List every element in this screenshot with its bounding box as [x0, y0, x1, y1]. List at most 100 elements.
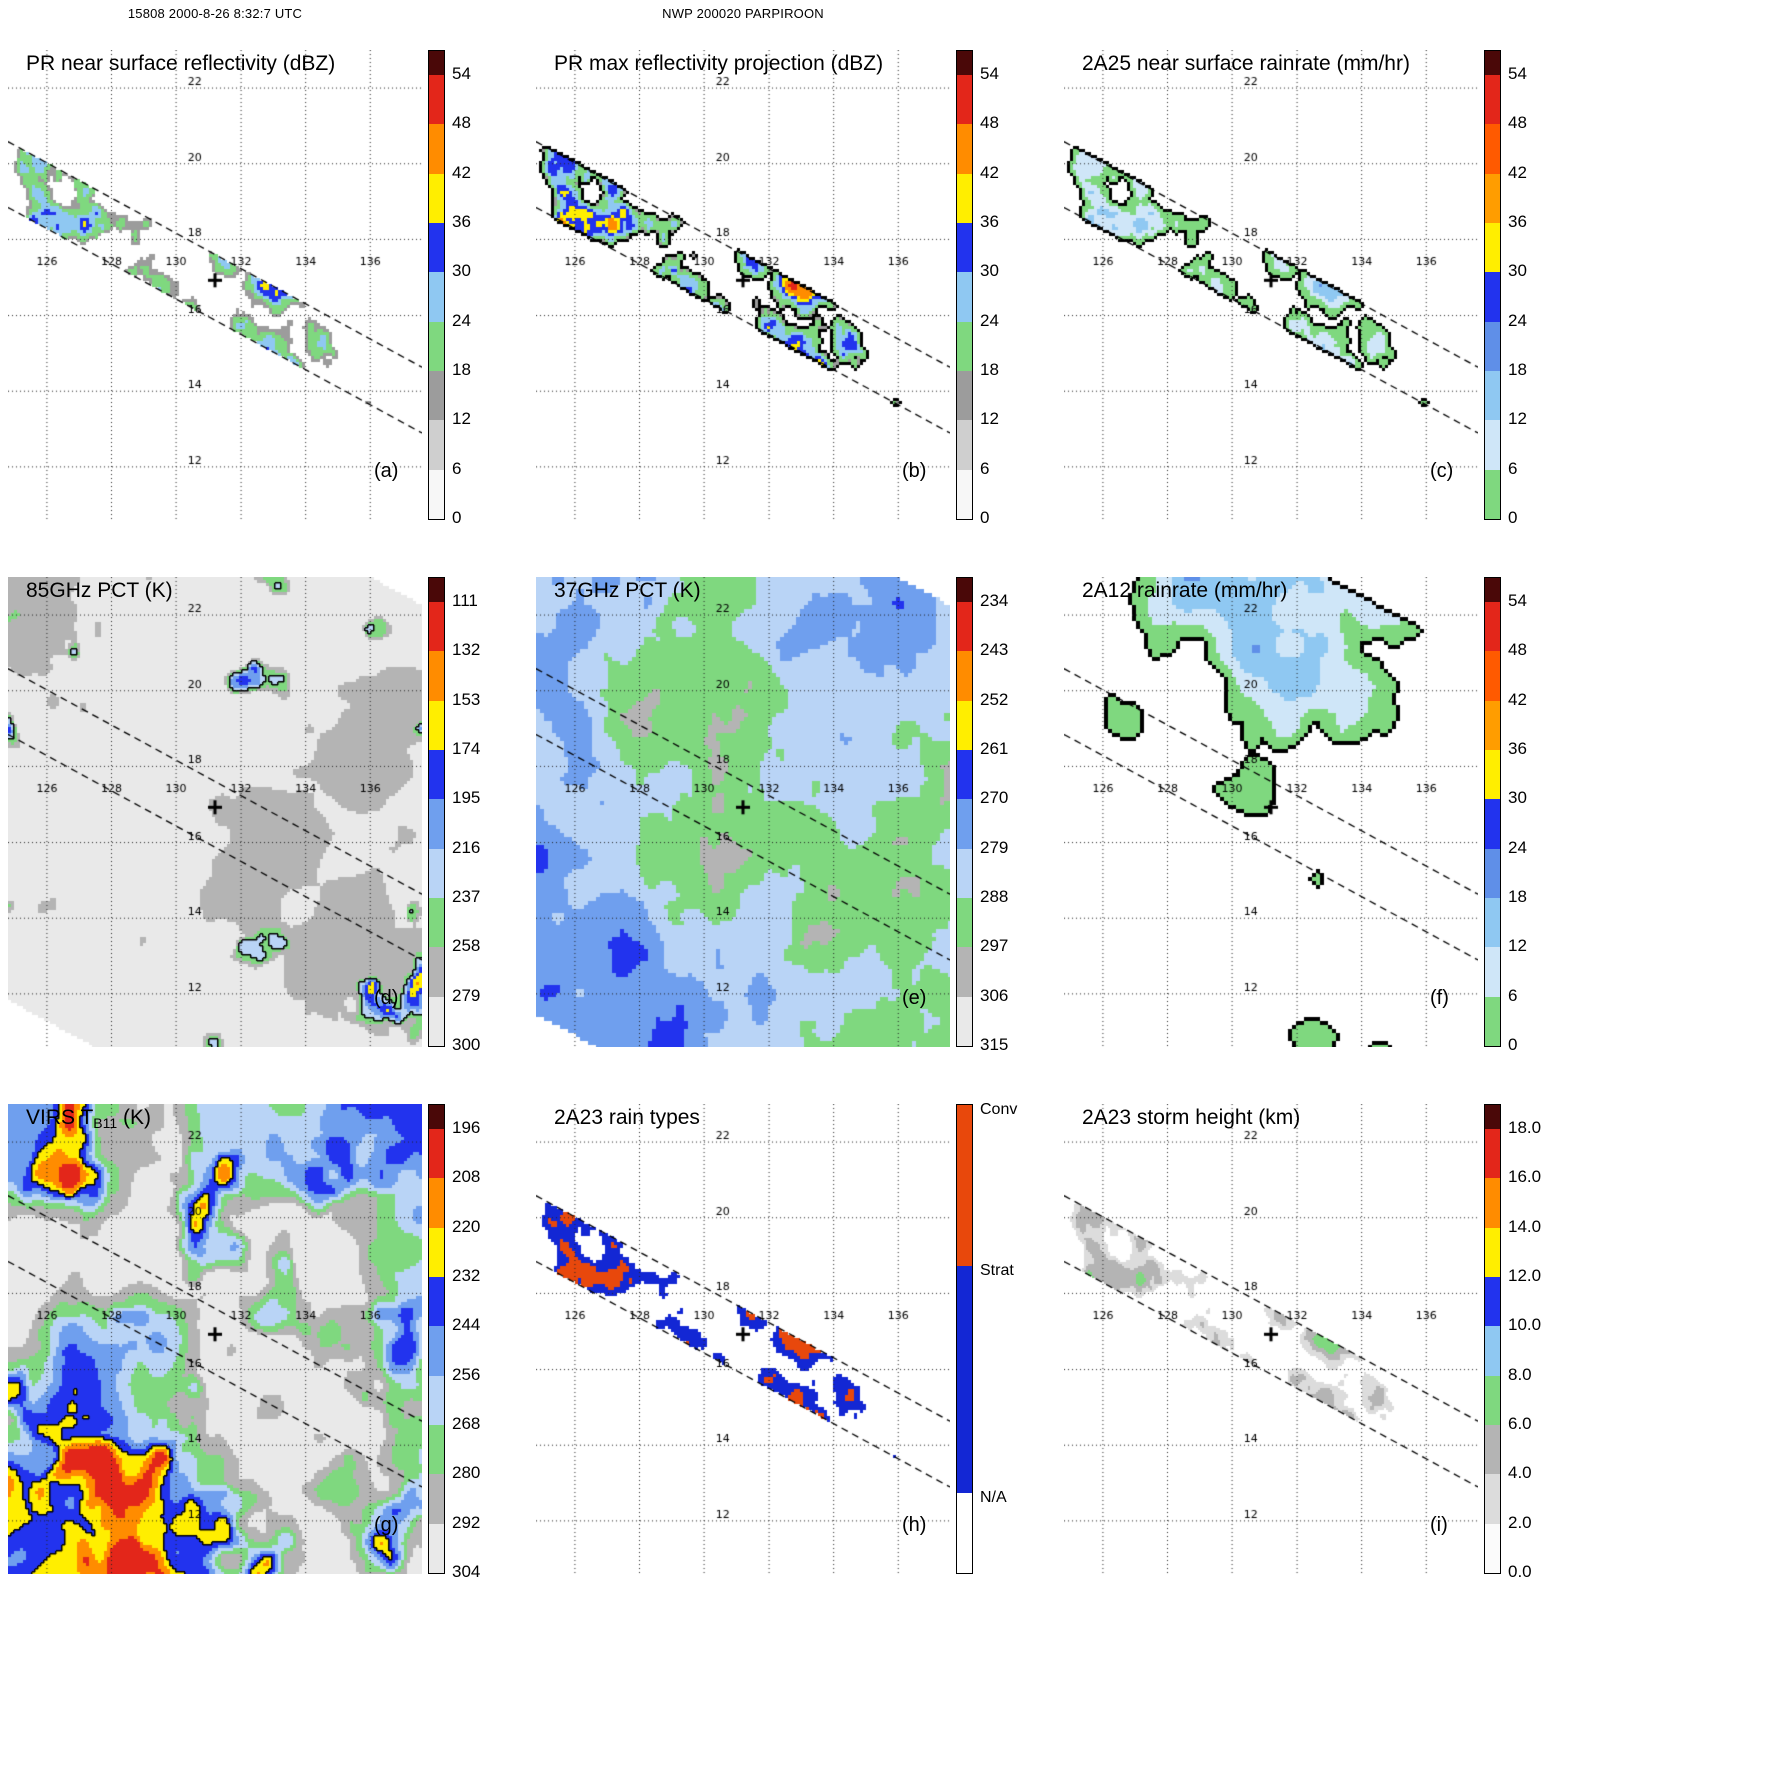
colorbar-tick-label: 24 — [452, 310, 471, 330]
colorbar-segment — [1485, 420, 1500, 470]
colorbar-tick-label: 243 — [980, 640, 1009, 660]
panel-b-letter: (b) — [902, 460, 927, 482]
colorbar-tick-label: 48 — [1508, 640, 1527, 660]
colorbar-segment — [1485, 1129, 1500, 1179]
panel-a-title-text: PR near surface reflectivity (dBZ) — [26, 52, 336, 75]
panel-b-pr-max-reflectivity: PR max reflectivity projection (dBZ) (b)… — [528, 22, 1056, 549]
colorbar-tick-label: 18.0 — [1508, 1118, 1542, 1137]
colorbar-segment — [957, 222, 972, 273]
colorbar-segment — [1485, 749, 1500, 800]
colorbar-tick-label: 12 — [452, 409, 471, 429]
colorbar-cap-segment — [429, 1105, 444, 1129]
colorbar-tick-label: 6 — [452, 458, 462, 478]
colorbar-segment — [429, 602, 444, 652]
panel-c-colorbar-labels: 54 48 42 36 30 24 18 12 6 0 — [1508, 50, 1584, 527]
map-canvas-f — [1064, 577, 1478, 1047]
colorbar-tick-label: 220 — [452, 1216, 481, 1236]
colorbar-segment — [1485, 75, 1500, 125]
colorbar-segment — [429, 1424, 444, 1475]
panel-f-2a12-rainrate: 2A12 rainrate (mm/hr) (f) 54 48 42 36 30 24 18… — [1056, 549, 1584, 1076]
colorbar-segment — [1485, 1178, 1500, 1228]
colorbar-segment — [429, 947, 444, 997]
colorbar-tick-label: 12 — [980, 409, 999, 429]
panel-g-letter: (g) — [374, 1514, 399, 1536]
panel-f-colorbar-labels: 54 48 42 36 30 24 18 12 6 0 — [1508, 577, 1584, 1054]
panel-d-letter: (d) — [374, 987, 399, 1009]
colorbar-segment — [1485, 1227, 1500, 1277]
colorbar-segment — [1485, 947, 1500, 997]
colorbar-segment — [1485, 370, 1500, 421]
map-canvas-b — [536, 50, 950, 520]
colorbar-segment — [1485, 1375, 1500, 1425]
colorbar-segment — [957, 651, 972, 701]
panel-i-title: 2A23 storm height (km) — [1082, 1106, 1300, 1131]
map-canvas-g — [8, 1104, 422, 1574]
panel-g-title-units: (K) — [117, 1106, 151, 1129]
colorbar-segment — [429, 272, 444, 322]
colorbar-segment — [957, 124, 972, 174]
colorbar-tick-label: 54 — [1508, 591, 1527, 610]
colorbar-segment — [957, 602, 972, 652]
colorbar-segment — [1485, 321, 1500, 371]
colorbar-tick-label: 232 — [452, 1266, 481, 1285]
colorbar-tick-label: 36 — [980, 212, 999, 231]
map-canvas-h — [536, 1104, 950, 1574]
colorbar-segment — [429, 1326, 444, 1376]
colorbar-tick-label: 30 — [452, 261, 471, 281]
colorbar-segment — [1485, 848, 1500, 898]
colorbar-tick-label: 16.0 — [1508, 1167, 1542, 1187]
colorbar-segment — [1485, 272, 1500, 322]
colorbar-segment — [1485, 1424, 1500, 1475]
colorbar-tick-label: 292 — [452, 1512, 481, 1532]
panel-d-colorbar — [428, 577, 445, 1047]
panel-e-colorbar-labels: 234 243 252 261 270 279 288 297 306 315 — [980, 577, 1056, 1054]
panel-i-colorbar-labels: 18.0 16.0 14.0 12.0 10.0 8.0 6.0 4.0 2.0 0.0 — [1508, 1104, 1584, 1581]
colorbar-segment — [1485, 1326, 1500, 1376]
panel-b-title-text: PR max reflectivity projection (dBZ) — [554, 52, 884, 75]
colorbar-tick-label: 6 — [1508, 985, 1518, 1005]
colorbar-tick-label: 48 — [1508, 113, 1527, 133]
panel-h-letter: (h) — [902, 1514, 927, 1536]
colorbar-tick-label: 30 — [1508, 788, 1527, 808]
colorbar-cap-segment — [957, 51, 972, 75]
colorbar-cap-segment — [1485, 578, 1500, 602]
colorbar-segment — [1485, 1523, 1500, 1573]
colorbar-tick-label: 4.0 — [1508, 1463, 1532, 1483]
colorbar-tick-label: 18 — [452, 360, 471, 379]
panel-g-colorbar — [428, 1104, 445, 1574]
colorbar-tick-label: 270 — [980, 788, 1009, 808]
colorbar-segment — [1485, 651, 1500, 701]
panel-g-title-text: VIRS T — [26, 1106, 94, 1129]
panel-f-letter: (f) — [1430, 987, 1449, 1009]
panel-b-colorbar-labels: 54 48 42 36 30 24 18 12 6 0 — [980, 50, 1056, 527]
colorbar-segment — [429, 1474, 444, 1524]
panel-h-2a23-rain-types: 2A23 rain types (h) Conv Strat N/A — [528, 1076, 1056, 1603]
colorbar-tick-label: 54 — [1508, 64, 1527, 83]
panel-a-colorbar — [428, 50, 445, 520]
colorbar-segment — [1485, 173, 1500, 223]
colorbar-segment — [957, 321, 972, 371]
colorbar-segment — [429, 1178, 444, 1228]
colorbar-segment — [957, 173, 972, 223]
panel-e-title-text: 37GHz PCT (K) — [554, 579, 701, 602]
colorbar-tick-label: 256 — [452, 1364, 481, 1384]
colorbar-category-segment — [957, 1105, 972, 1267]
colorbar-tick-label: 268 — [452, 1414, 481, 1433]
panel-a-colorbar-labels: 54 48 42 36 30 24 18 12 6 0 — [452, 50, 528, 527]
colorbar-segment — [429, 996, 444, 1046]
colorbar-segment — [1485, 897, 1500, 948]
colorbar-tick-label: 288 — [980, 887, 1009, 906]
colorbar-segment — [957, 75, 972, 125]
map-canvas-c — [1064, 50, 1478, 520]
colorbar-segment — [957, 370, 972, 421]
colorbar-tick-label: 297 — [980, 936, 1009, 956]
panel-f-title-text: 2A12 rainrate (mm/hr) — [1082, 579, 1288, 602]
colorbar-tick-label: 48 — [980, 113, 999, 133]
colorbar-tick-label: 244 — [452, 1315, 481, 1335]
panel-h-title-text: 2A23 rain types — [554, 1106, 700, 1129]
colorbar-tick-label: 42 — [1508, 689, 1527, 709]
colorbar-category-label: N/A — [980, 1489, 1007, 1507]
colorbar-tick-label: 111 — [452, 591, 478, 610]
colorbar-tick-label: 6 — [1508, 458, 1518, 478]
